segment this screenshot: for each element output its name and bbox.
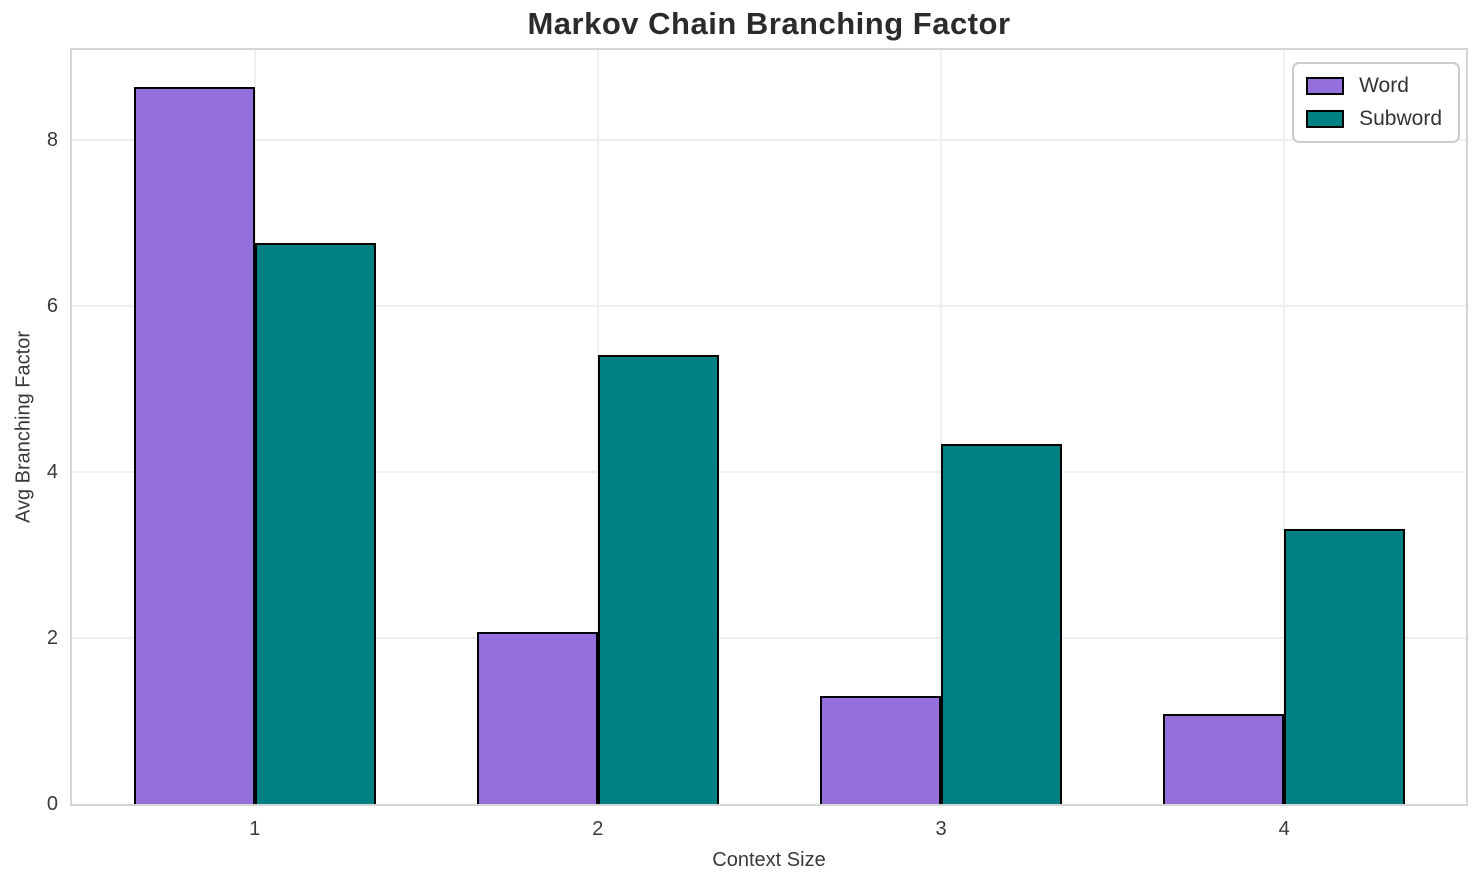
legend-label-subword: Subword — [1359, 107, 1442, 130]
ytick-label-8: 8 — [46, 128, 58, 151]
gridline-y-8 — [72, 138, 1466, 141]
xtick-label-1: 1 — [249, 818, 261, 840]
legend-label-word: Word — [1359, 74, 1409, 97]
bar-word-3 — [820, 696, 942, 804]
bar-subword-1 — [254, 242, 376, 804]
bar-word-4 — [1163, 713, 1285, 804]
bar-subword-2 — [597, 354, 719, 804]
bar-word-2 — [476, 632, 598, 804]
ytick-label-2: 2 — [46, 626, 58, 649]
gridline-x-3 — [940, 50, 943, 804]
legend-entry-subword: Subword — [1306, 107, 1442, 131]
legend-swatch-subword — [1306, 110, 1345, 128]
bars-layer — [72, 50, 1466, 804]
legend: Word Subword — [1292, 62, 1460, 143]
y-axis-label: Avg Branching Factor — [12, 331, 35, 523]
gridline-y-2 — [72, 636, 1466, 639]
legend-entry-word: Word — [1306, 74, 1442, 98]
x-axis-label: Context Size — [712, 849, 826, 871]
xtick-label-2: 2 — [592, 818, 604, 840]
chart-title: Markov Chain Branching Factor — [527, 6, 1011, 41]
ytick-label-0: 0 — [46, 793, 58, 815]
bar-subword-3 — [941, 444, 1063, 804]
xtick-label-4: 4 — [1278, 818, 1290, 840]
legend-swatch-word — [1306, 77, 1345, 95]
bar-word-1 — [133, 86, 255, 804]
ytick-label-4: 4 — [46, 460, 58, 483]
bar-subword-4 — [1284, 529, 1406, 804]
gridline-y-6 — [72, 304, 1466, 307]
gridline-y-4 — [72, 470, 1466, 473]
xtick-label-3: 3 — [935, 818, 947, 840]
ytick-label-6: 6 — [46, 294, 58, 317]
gridline-x-4 — [1283, 50, 1286, 804]
plot-area — [70, 48, 1468, 806]
